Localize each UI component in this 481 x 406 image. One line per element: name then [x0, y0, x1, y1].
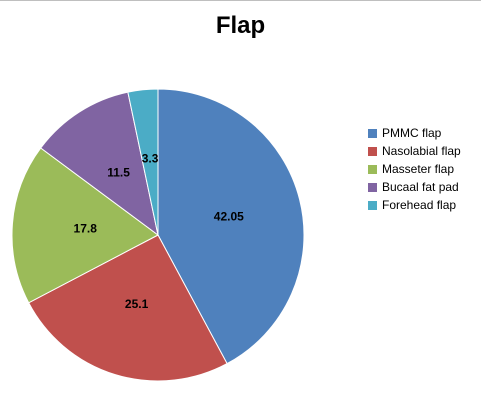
- slice-data-label: 11.5: [107, 166, 130, 180]
- legend-item: Nasolabial flap: [368, 142, 461, 160]
- pie-slice: [127, 88, 159, 236]
- pie-slice: [28, 234, 228, 382]
- pie-slice: [40, 91, 159, 237]
- legend-label: Forehead flap: [382, 198, 457, 212]
- legend-swatch: [368, 128, 377, 138]
- legend-swatch: [368, 146, 377, 156]
- slice-data-label: 42.05: [214, 209, 244, 223]
- legend-label: PMMC flap: [382, 126, 442, 140]
- chart-legend: PMMC flap Nasolabial flap Masseter flap Buc…: [368, 124, 461, 214]
- legend-label: Bucaal fat pad: [382, 180, 459, 194]
- slice-data-label: 25.1: [125, 297, 149, 311]
- legend-item: Masseter flap: [368, 160, 461, 178]
- legend-swatch: [368, 164, 377, 174]
- slice-data-label: 17.8: [74, 221, 98, 235]
- legend-swatch: [368, 182, 377, 192]
- legend-label: Nasolabial flap: [382, 144, 461, 158]
- slice-data-label: 3.3: [142, 152, 159, 166]
- pie-slice: [11, 147, 159, 304]
- legend-item: Forehead flap: [368, 196, 461, 214]
- legend-item: Bucaal fat pad: [368, 178, 461, 196]
- pie-slice: [157, 88, 305, 365]
- legend-label: Masseter flap: [382, 162, 455, 176]
- legend-swatch: [368, 200, 377, 210]
- chart-title: Flap: [215, 12, 266, 39]
- legend-item: PMMC flap: [368, 124, 461, 142]
